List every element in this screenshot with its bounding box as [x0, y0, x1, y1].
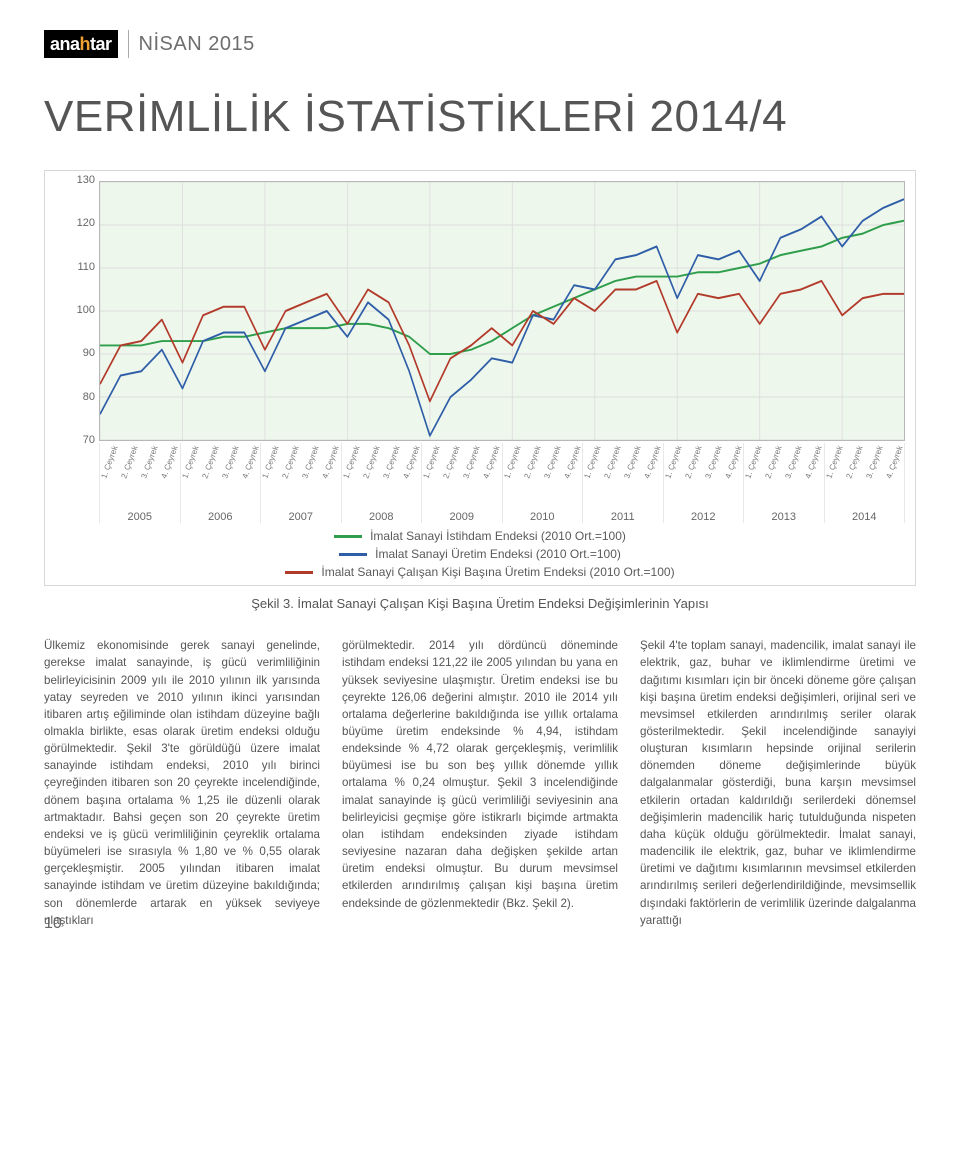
- x-year-group: 1. Çeyrek2. Çeyrek3. Çeyrek4. Çeyrek 2006: [180, 443, 261, 523]
- body-columns: Ülkemiz ekonomisinde gerek sanayi geneli…: [44, 637, 916, 929]
- legend-item: İmalat Sanayi Çalışan Kişi Başına Üretim…: [285, 565, 674, 579]
- x-quarter-label: 4. Çeyrek: [401, 444, 421, 479]
- issue-label: NİSAN 2015: [139, 33, 255, 56]
- x-quarter-label: 2. Çeyrek: [683, 444, 703, 479]
- logo-text-left: ana: [50, 34, 80, 54]
- column-1: Ülkemiz ekonomisinde gerek sanayi geneli…: [44, 637, 320, 929]
- x-quarter-label: 3. Çeyrek: [381, 444, 401, 479]
- x-year-label: 2009: [422, 511, 502, 523]
- chart-legend: İmalat Sanayi İstihdam Endeksi (2010 Ort…: [55, 529, 905, 579]
- x-quarter-label: 2. Çeyrek: [200, 444, 220, 479]
- x-quarter-label: 1. Çeyrek: [422, 444, 442, 479]
- y-tick-label: 120: [55, 217, 95, 229]
- x-year-group: 1. Çeyrek2. Çeyrek3. Çeyrek4. Çeyrek 2009: [421, 443, 502, 523]
- chart-caption: Şekil 3. İmalat Sanayi Çalışan Kişi Başı…: [44, 596, 916, 611]
- page-number: 10: [44, 915, 62, 933]
- chart-svg: [100, 182, 904, 440]
- x-year-label: 2011: [583, 511, 663, 523]
- x-year-group: 1. Çeyrek2. Çeyrek3. Çeyrek4. Çeyrek 2014: [824, 443, 906, 523]
- x-quarter-label: 2. Çeyrek: [281, 444, 301, 479]
- x-quarter-label: 2. Çeyrek: [361, 444, 381, 479]
- header-separator: [128, 30, 129, 58]
- x-quarter-label: 2. Çeyrek: [522, 444, 542, 479]
- y-tick-label: 90: [55, 347, 95, 359]
- x-quarter-label: 4. Çeyrek: [642, 444, 662, 479]
- x-quarter-label: 3. Çeyrek: [462, 444, 482, 479]
- brand-logo: anahtar: [44, 30, 118, 58]
- x-year-label: 2006: [181, 511, 261, 523]
- legend-swatch: [334, 535, 362, 538]
- legend-swatch: [339, 553, 367, 556]
- legend-label: İmalat Sanayi Çalışan Kişi Başına Üretim…: [321, 565, 674, 579]
- column-3: Şekil 4'te toplam sanayi, madencilik, im…: [640, 637, 916, 929]
- x-quarter-label: 4. Çeyrek: [159, 444, 179, 479]
- y-tick-label: 80: [55, 391, 95, 403]
- x-year-label: 2010: [503, 511, 583, 523]
- x-quarter-label: 1. Çeyrek: [824, 444, 844, 479]
- x-quarter-label: 2. Çeyrek: [120, 444, 140, 479]
- x-year-label: 2012: [664, 511, 744, 523]
- x-year-group: 1. Çeyrek2. Çeyrek3. Çeyrek4. Çeyrek 2012: [663, 443, 744, 523]
- x-quarter-label: 4. Çeyrek: [240, 444, 260, 479]
- x-year-group: 1. Çeyrek2. Çeyrek3. Çeyrek4. Çeyrek 2008: [341, 443, 422, 523]
- x-quarter-label: 1. Çeyrek: [100, 444, 120, 479]
- x-year-group: 1. Çeyrek2. Çeyrek3. Çeyrek4. Çeyrek 2010: [502, 443, 583, 523]
- x-quarter-label: 2. Çeyrek: [764, 444, 784, 479]
- x-year-label: 2005: [100, 511, 180, 523]
- chart-plot-area: [99, 181, 905, 441]
- x-quarter-label: 3. Çeyrek: [784, 444, 804, 479]
- x-quarter-label: 1. Çeyrek: [502, 444, 522, 479]
- x-year-label: 2013: [744, 511, 824, 523]
- y-tick-label: 130: [55, 174, 95, 186]
- x-year-group: 1. Çeyrek2. Çeyrek3. Çeyrek4. Çeyrek 2013: [743, 443, 824, 523]
- x-quarter-label: 3. Çeyrek: [864, 444, 884, 479]
- x-year-group: 1. Çeyrek2. Çeyrek3. Çeyrek4. Çeyrek 2007: [260, 443, 341, 523]
- x-quarter-label: 3. Çeyrek: [542, 444, 562, 479]
- x-quarter-label: 3. Çeyrek: [623, 444, 643, 479]
- x-year-label: 2014: [825, 511, 905, 523]
- x-year-group: 1. Çeyrek2. Çeyrek3. Çeyrek4. Çeyrek 2011: [582, 443, 663, 523]
- x-year-label: 2007: [261, 511, 341, 523]
- x-quarter-label: 1. Çeyrek: [583, 444, 603, 479]
- y-tick-label: 100: [55, 304, 95, 316]
- y-tick-label: 110: [55, 261, 95, 273]
- x-quarter-label: 1. Çeyrek: [744, 444, 764, 479]
- x-quarter-label: 4. Çeyrek: [884, 444, 904, 479]
- x-quarter-label: 2. Çeyrek: [844, 444, 864, 479]
- legend-label: İmalat Sanayi İstihdam Endeksi (2010 Ort…: [370, 529, 626, 543]
- x-quarter-label: 4. Çeyrek: [562, 444, 582, 479]
- x-quarter-label: 4. Çeyrek: [320, 444, 340, 479]
- x-quarter-label: 4. Çeyrek: [481, 444, 501, 479]
- x-quarter-label: 1. Çeyrek: [341, 444, 361, 479]
- column-2: görülmektedir. 2014 yılı dördüncü dönemi…: [342, 637, 618, 929]
- legend-label: İmalat Sanayi Üretim Endeksi (2010 Ort.=…: [375, 547, 621, 561]
- x-quarter-label: 3. Çeyrek: [703, 444, 723, 479]
- x-quarter-label: 3. Çeyrek: [140, 444, 160, 479]
- x-quarter-label: 1. Çeyrek: [180, 444, 200, 479]
- page-header: anahtar NİSAN 2015: [44, 30, 916, 58]
- page-title: VERİMLİLİK İSTATİSTİKLERİ 2014/4: [44, 92, 916, 142]
- chart-figure: 708090100110120130 1. Çeyrek2. Çeyrek3. …: [44, 170, 916, 586]
- x-year-group: 1. Çeyrek2. Çeyrek3. Çeyrek4. Çeyrek 2005: [99, 443, 180, 523]
- logo-text-accent: h: [80, 34, 91, 54]
- x-quarter-label: 2. Çeyrek: [603, 444, 623, 479]
- x-year-label: 2008: [342, 511, 422, 523]
- legend-item: İmalat Sanayi İstihdam Endeksi (2010 Ort…: [334, 529, 626, 543]
- x-quarter-label: 1. Çeyrek: [261, 444, 281, 479]
- x-quarter-label: 4. Çeyrek: [803, 444, 823, 479]
- x-quarter-label: 3. Çeyrek: [301, 444, 321, 479]
- y-tick-label: 70: [55, 434, 95, 446]
- x-quarter-label: 4. Çeyrek: [723, 444, 743, 479]
- chart-x-axis: 1. Çeyrek2. Çeyrek3. Çeyrek4. Çeyrek2005…: [99, 443, 905, 523]
- x-quarter-label: 3. Çeyrek: [220, 444, 240, 479]
- logo-text-right: tar: [90, 34, 112, 54]
- legend-swatch: [285, 571, 313, 574]
- x-quarter-label: 1. Çeyrek: [663, 444, 683, 479]
- legend-item: İmalat Sanayi Üretim Endeksi (2010 Ort.=…: [339, 547, 621, 561]
- x-quarter-label: 2. Çeyrek: [442, 444, 462, 479]
